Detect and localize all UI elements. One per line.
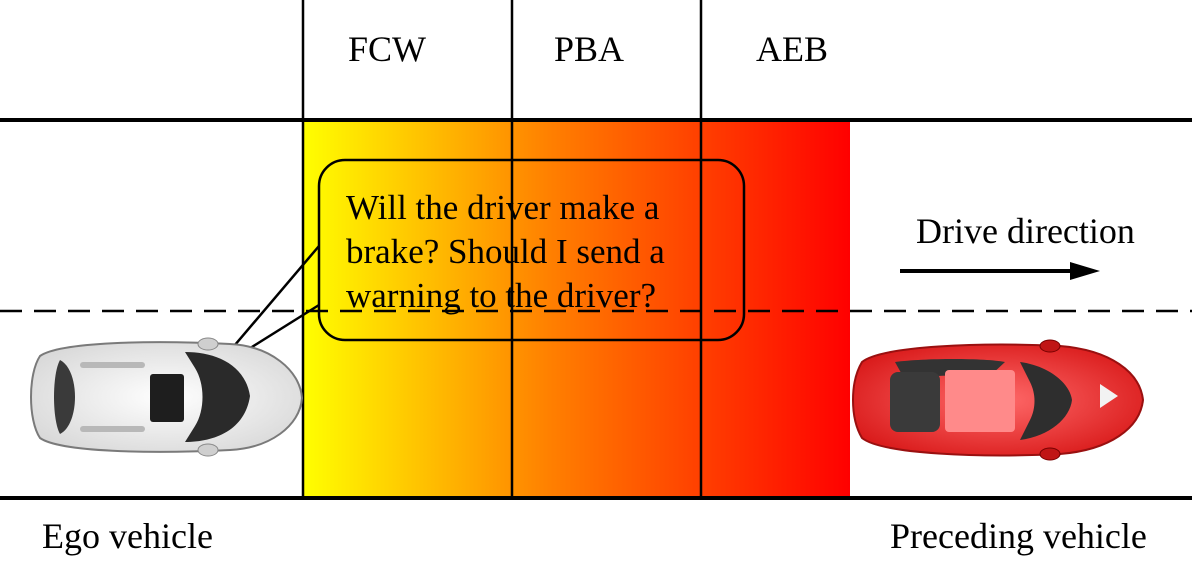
zone-label-fcw: FCW xyxy=(348,29,427,69)
zone-label-pba: PBA xyxy=(554,29,625,69)
warning-gradient-zone xyxy=(303,120,850,498)
zone-label-aeb: AEB xyxy=(756,29,828,69)
ego-vehicle-car xyxy=(30,337,304,457)
preceding-vehicle-caption: Preceding vehicle xyxy=(890,516,1147,556)
preceding-vehicle-car xyxy=(852,339,1145,461)
bubble-text: Will the driver make a brake? Should I s… xyxy=(346,188,665,315)
ego-vehicle-caption: Ego vehicle xyxy=(42,516,213,556)
drive-direction-arrow xyxy=(900,262,1100,280)
drive-direction-label: Drive direction xyxy=(916,211,1135,251)
